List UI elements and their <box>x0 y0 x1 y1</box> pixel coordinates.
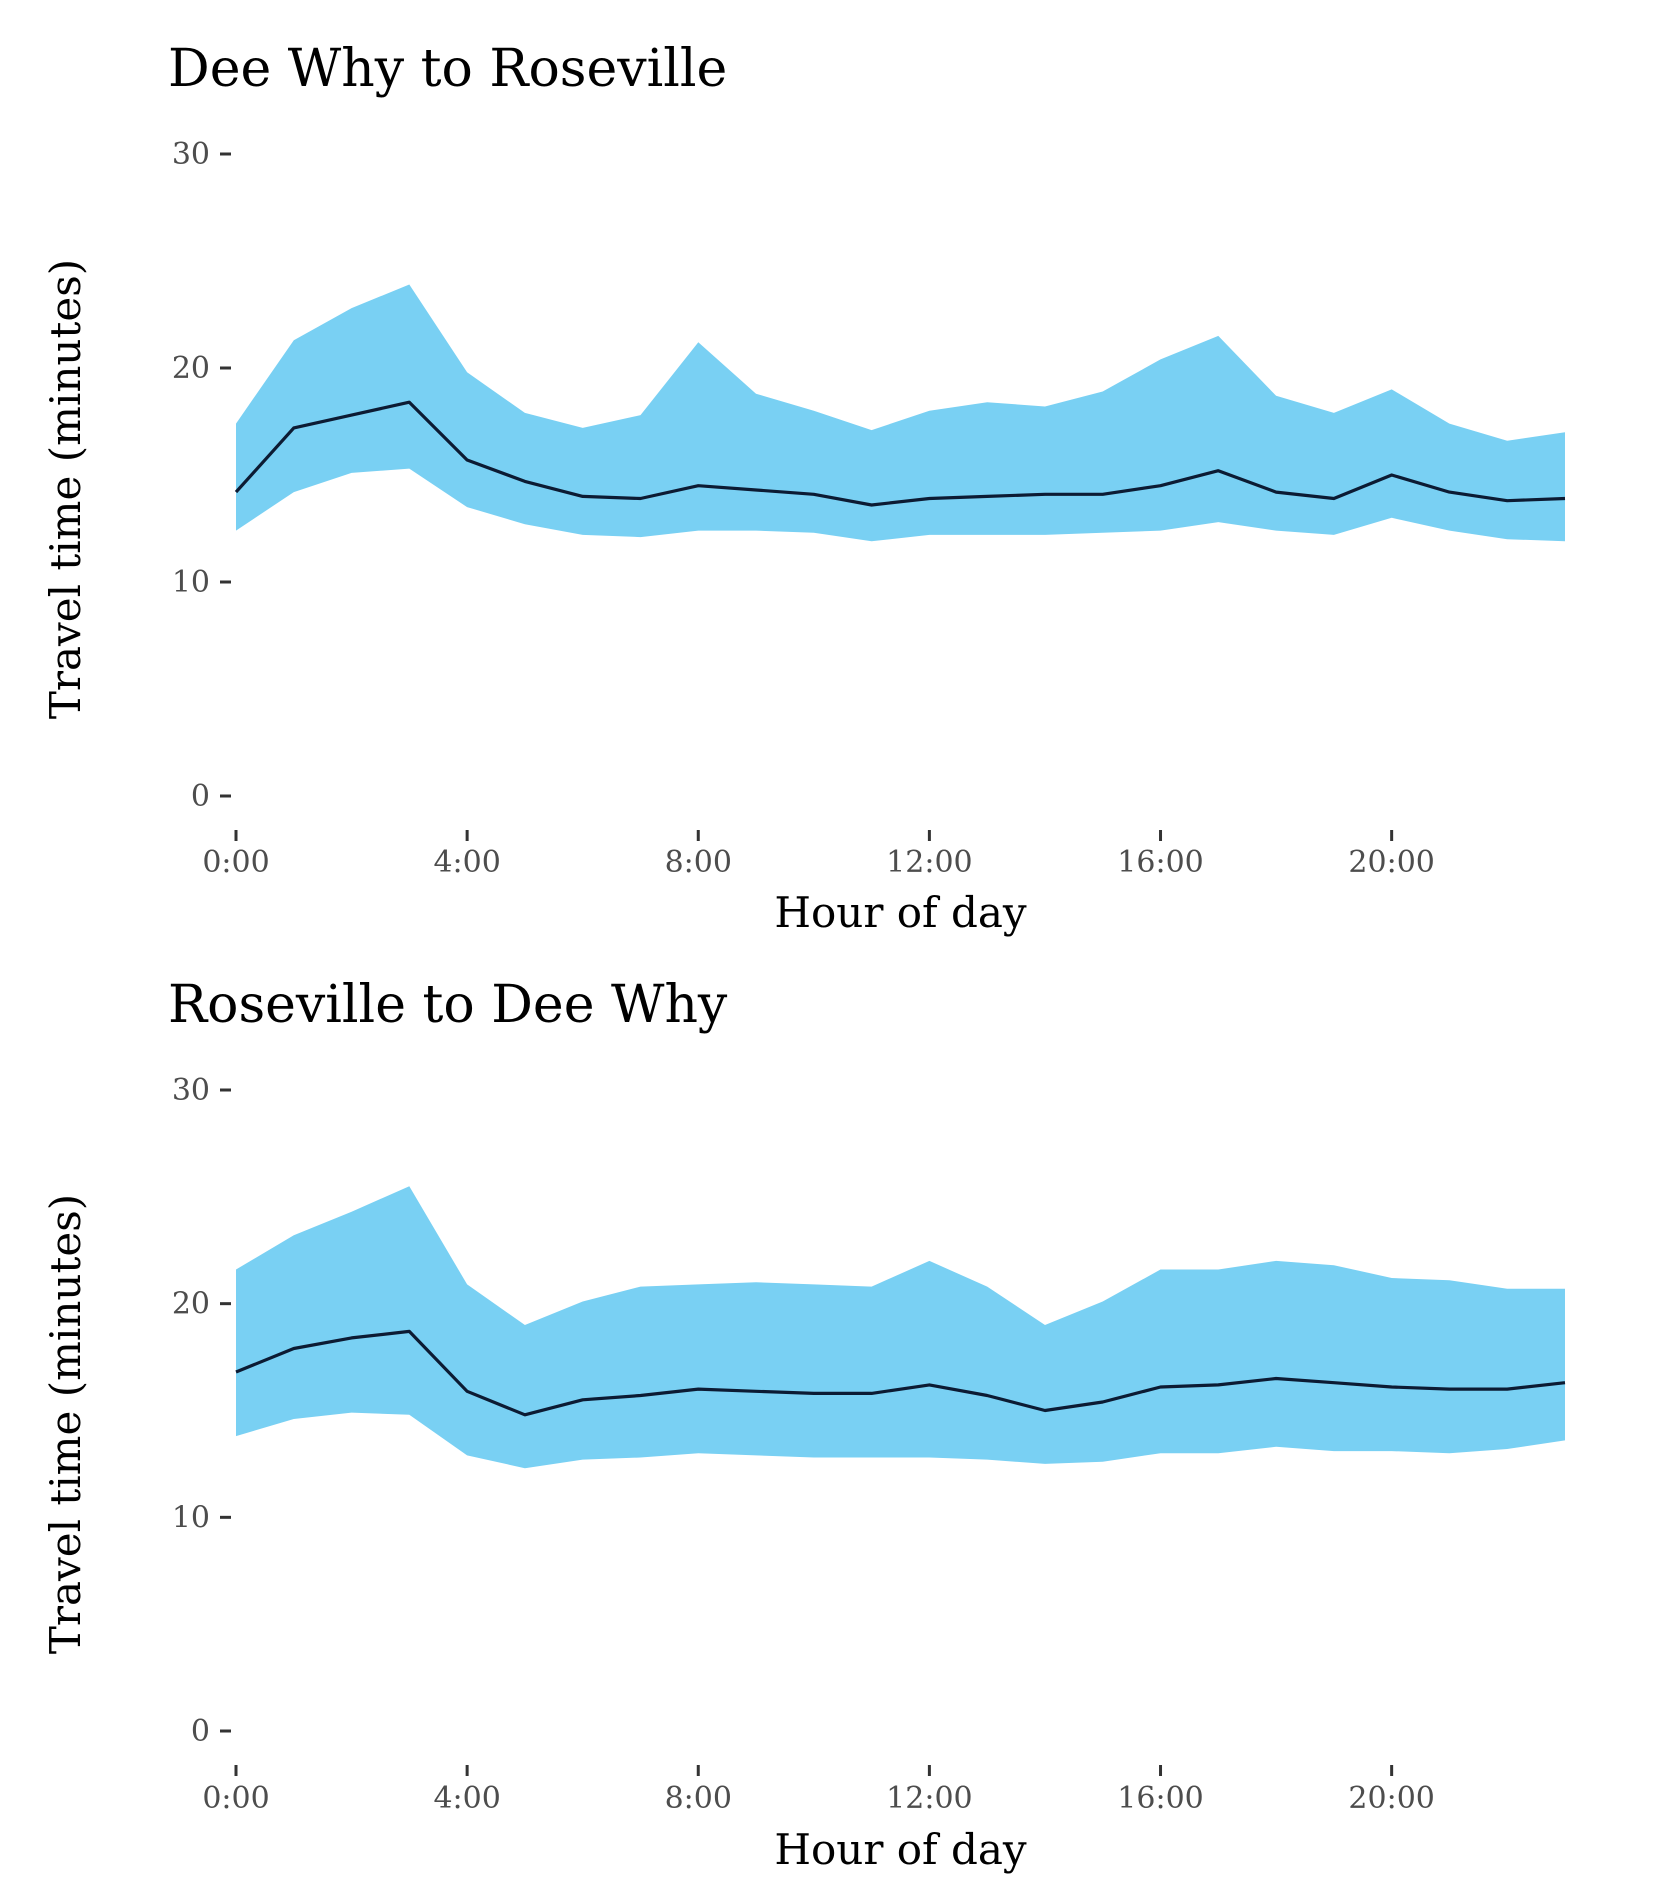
x-tick-label: 16:00 <box>1117 845 1203 880</box>
x-axis-title: Hour of day <box>774 1825 1026 1874</box>
x-tick-label: 0:00 <box>202 1781 269 1816</box>
y-tick-label: 20 <box>172 1287 210 1322</box>
x-tick-label: 12:00 <box>886 845 972 880</box>
chart-title: Roseville to Dee Why <box>168 975 728 1035</box>
y-tick-label: 0 <box>191 779 210 814</box>
y-tick-label: 30 <box>172 1073 210 1108</box>
y-tick-label: 10 <box>172 1500 210 1535</box>
x-tick-label: 20:00 <box>1348 845 1434 880</box>
median-line <box>235 1329 1566 1417</box>
x-axis-title: Hour of day <box>774 888 1026 937</box>
x-tick-label: 12:00 <box>886 1781 972 1816</box>
chart-title: Dee Why to Roseville <box>168 39 727 99</box>
uncertainty-band <box>236 1186 1565 1469</box>
chart-panel-1: 0 10 20 30 0:00 4:00 8:00 12:00 16:00 20:00 Dee Wh… <box>41 39 1566 937</box>
y-axis-title: Travel time (minutes) <box>41 259 90 719</box>
y-axis-title: Travel time (minutes) <box>41 1194 90 1654</box>
x-tick-label: 4:00 <box>433 1781 500 1816</box>
y-tick-label: 0 <box>191 1714 210 1749</box>
median-line <box>234 400 1566 507</box>
x-tick-label: 16:00 <box>1117 1781 1203 1816</box>
x-tick-label: 20:00 <box>1348 1781 1434 1816</box>
x-tick-label: 8:00 <box>665 1781 732 1816</box>
y-tick-label: 30 <box>172 137 210 172</box>
y-tick-label: 10 <box>172 565 210 600</box>
chart-panel-2: 0 10 20 30 0:00 4:00 8:00 12:00 16:00 20:00 Rosevi… <box>41 975 1566 1874</box>
x-tick-label: 8:00 <box>665 845 732 880</box>
y-tick-label: 20 <box>172 351 210 386</box>
x-tick-label: 0:00 <box>202 845 269 880</box>
x-tick-label: 4:00 <box>433 845 500 880</box>
